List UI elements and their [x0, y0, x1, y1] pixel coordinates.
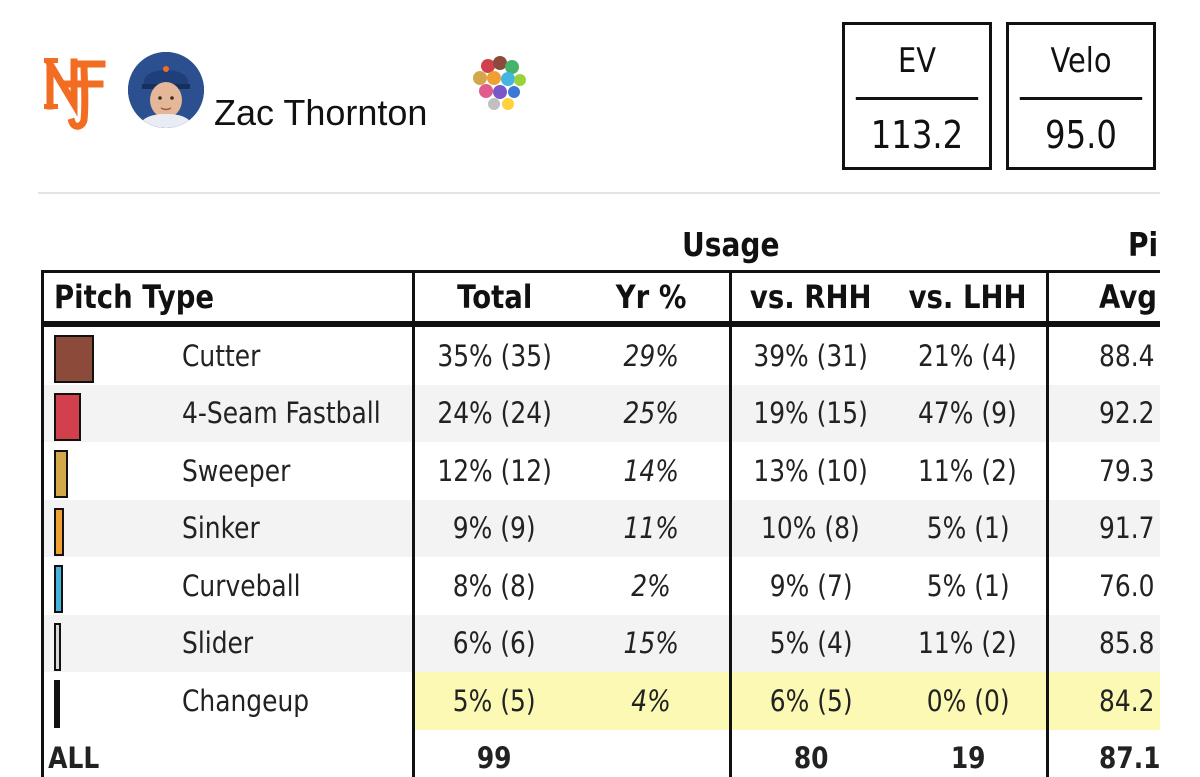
total-rhh-cell: 80	[729, 729, 890, 777]
col-header-yr[interactable]: Yr %	[573, 270, 731, 327]
pitch-type-cell: Sweeper	[41, 442, 414, 500]
col-header-avg[interactable]: Avg	[1046, 270, 1160, 327]
pitch-color-swatch	[54, 507, 64, 556]
vs-lhh-cell: 11% (2)	[889, 614, 1048, 672]
total-cell: 6% (6)	[412, 614, 574, 672]
stat-value: 113.2	[870, 113, 964, 157]
vs-lhh-cell: 21% (4)	[918, 338, 1018, 373]
avg-velo-cell: 76.0	[1046, 557, 1160, 615]
pitch-name: 4-Seam Fastball	[182, 396, 381, 431]
pitch-name: Changeup	[182, 683, 310, 718]
total-cell: 9% (9)	[412, 499, 574, 557]
vs-rhh-cell: 19% (15)	[729, 384, 890, 442]
pitch-type-cell: Curveball	[41, 557, 414, 615]
table-row[interactable]: Slider 6% (6) 15% 5% (4) 11% (2) 85.8	[41, 614, 1160, 672]
pitch-name: Sweeper	[182, 453, 291, 488]
pitch-type-cell: 4-Seam Fastball	[41, 384, 414, 442]
vs-lhh-cell: 0% (0)	[889, 672, 1048, 730]
pitch-name: Curveball	[182, 568, 301, 603]
total-cell: 8% (8)	[412, 557, 574, 615]
vs-rhh-cell: 39% (31)	[729, 324, 890, 385]
vs-lhh-cell: 11% (2)	[918, 453, 1018, 488]
yr-pct-cell: 2%	[631, 568, 672, 603]
pitch-name: Sinker	[182, 511, 260, 546]
pitch-color-swatch	[54, 565, 63, 613]
total-cell: 35% (35)	[412, 324, 574, 385]
vs-rhh-cell: 10% (8)	[729, 499, 890, 557]
pitch-usage-table-section: Usage Pi Pitch Type Total Yr % vs. RHH v…	[0, 215, 1160, 777]
avg-velo-cell: 85.8	[1046, 614, 1160, 672]
group-header-pitch: Pi	[1128, 225, 1159, 264]
stat-label: Velo	[1019, 25, 1143, 100]
total-avg-cell: 87.1	[1046, 729, 1160, 777]
total-cell: 12% (12)	[412, 442, 574, 500]
table-row[interactable]: Sinker 9% (9) 11% 10% (8) 5% (1) 91.7	[41, 499, 1160, 557]
pitch-color-swatch	[54, 680, 60, 728]
vs-rhh-cell: 5% (4)	[729, 614, 890, 672]
vs-lhh-cell: 5% (1)	[926, 568, 1010, 603]
pitch-type-cell: Changeup	[41, 672, 414, 730]
avg-velo-cell: 92.2	[1046, 384, 1160, 442]
vs-lhh-cell: 5% (1)	[889, 499, 1048, 557]
yr-pct-cell: 29%	[623, 338, 679, 373]
player-avatar	[128, 52, 204, 128]
vs-rhh-cell: 13% (10)	[729, 442, 890, 500]
avg-velo-cell: 91.7	[1046, 499, 1160, 557]
pitch-table: Pitch Type Total Yr % vs. RHH vs. LHH Av…	[41, 270, 1160, 777]
player-header: Zac Thornton EV 113.2 Velo 95.0	[0, 0, 1200, 195]
table-row[interactable]: Sweeper 12% (12) 14% 13% (10) 11% (2) 79.3	[41, 442, 1160, 500]
col-header-vs-rhh[interactable]: vs. RHH	[729, 270, 890, 327]
pitch-type-cell: Cutter	[41, 324, 414, 385]
total-cell: 24% (24)	[412, 384, 574, 442]
yr-pct-cell: 4%	[573, 672, 731, 730]
total-lhh-cell: 19	[889, 729, 1048, 777]
col-header-pitch-type[interactable]: Pitch Type	[41, 270, 414, 327]
col-header-total[interactable]: Total	[412, 270, 574, 327]
vs-rhh-cell: 9% (7)	[729, 557, 890, 615]
pitch-name: Cutter	[182, 338, 261, 373]
pitch-color-swatch	[54, 392, 81, 441]
group-header-usage: Usage	[682, 225, 780, 264]
yr-pct-cell: 11%	[573, 499, 731, 557]
total-label-cell: ALL	[41, 729, 414, 777]
header-divider	[38, 192, 1160, 194]
stat-label: EV	[855, 25, 979, 100]
table-header-row: Pitch Type Total Yr % vs. RHH vs. LHH Av…	[41, 270, 1160, 327]
col-header-vs-lhh[interactable]: vs. LHH	[889, 270, 1048, 327]
table-row[interactable]: Curveball 8% (8) 2% 9% (7) 5% (1) 76.0	[41, 557, 1160, 615]
table-row[interactable]: Changeup 5% (5) 4% 6% (5) 0% (0) 84.2	[41, 672, 1160, 730]
pitch-color-swatch	[54, 450, 68, 498]
table-row[interactable]: Cutter 35% (35) 29% 39% (31) 21% (4) 88.4	[41, 324, 1160, 385]
pitch-color-swatch	[54, 335, 94, 383]
stat-box-velo: Velo 95.0	[1006, 22, 1156, 170]
pitch-mix-color-cluster-icon	[473, 56, 526, 110]
yr-pct-cell: 25%	[573, 384, 731, 442]
table-total-row: ALL 99 80 19 87.1	[41, 729, 1160, 777]
total-yr-cell	[573, 729, 731, 777]
avg-velo-cell: 79.3	[1046, 442, 1160, 500]
avg-velo-cell: 88.4	[1046, 324, 1160, 385]
total-cell: 5% (5)	[412, 672, 574, 730]
pitch-type-cell: Sinker	[41, 499, 414, 557]
total-count-cell: 99	[412, 729, 574, 777]
pitch-type-cell: Slider	[41, 614, 414, 672]
avg-velo-cell: 84.2	[1046, 672, 1160, 730]
vs-rhh-cell: 6% (5)	[729, 672, 890, 730]
vs-lhh-cell: 47% (9)	[889, 384, 1048, 442]
ny-mets-logo-icon	[44, 58, 106, 130]
stat-value: 95.0	[1045, 113, 1117, 157]
stat-box-ev: EV 113.2	[842, 22, 992, 170]
player-headshot-image	[128, 52, 204, 128]
yr-pct-cell: 14%	[623, 453, 679, 488]
pitch-color-swatch	[54, 622, 61, 671]
pitch-name: Slider	[182, 626, 254, 661]
table-row[interactable]: 4-Seam Fastball 24% (24) 25% 19% (15) 47% (9…	[41, 384, 1160, 442]
player-name: Zac Thornton	[214, 92, 428, 133]
yr-pct-cell: 15%	[573, 614, 731, 672]
